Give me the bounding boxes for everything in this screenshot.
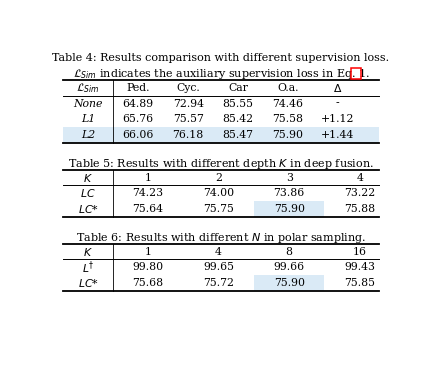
Text: L1: L1 bbox=[81, 114, 95, 124]
Text: 99.65: 99.65 bbox=[203, 262, 234, 272]
Text: 8: 8 bbox=[285, 247, 293, 256]
Text: Car: Car bbox=[228, 83, 248, 93]
Text: $LC$: $LC$ bbox=[80, 187, 96, 199]
Text: 75.90: 75.90 bbox=[273, 278, 305, 288]
Text: 16: 16 bbox=[353, 247, 367, 256]
Text: $\mathcal{L}_{Sim}$ indicates the auxiliary supervision loss in Eq. 1.: $\mathcal{L}_{Sim}$ indicates the auxili… bbox=[72, 67, 369, 81]
Text: None: None bbox=[73, 99, 103, 109]
Text: +1.44: +1.44 bbox=[321, 130, 354, 140]
Text: 64.89: 64.89 bbox=[122, 99, 153, 109]
Text: 75.90: 75.90 bbox=[273, 204, 305, 214]
Text: 3: 3 bbox=[285, 172, 293, 183]
Text: 85.47: 85.47 bbox=[223, 130, 253, 140]
Text: Table 6: Results with different $N$ in polar sampling.: Table 6: Results with different $N$ in p… bbox=[76, 231, 366, 245]
Text: 99.66: 99.66 bbox=[273, 262, 305, 272]
Text: 76.18: 76.18 bbox=[172, 130, 204, 140]
Text: 75.75: 75.75 bbox=[203, 204, 234, 214]
Text: 74.23: 74.23 bbox=[132, 188, 163, 198]
Text: 74.00: 74.00 bbox=[203, 188, 234, 198]
Text: -: - bbox=[336, 99, 339, 109]
Text: $\Delta$: $\Delta$ bbox=[333, 82, 342, 94]
Text: 75.90: 75.90 bbox=[272, 130, 303, 140]
Text: 75.85: 75.85 bbox=[344, 278, 375, 288]
Text: 4: 4 bbox=[357, 172, 363, 183]
Text: L2: L2 bbox=[81, 130, 95, 140]
Text: Ped.: Ped. bbox=[126, 83, 149, 93]
Text: Table 4: Results comparison with different supervision loss.: Table 4: Results comparison with differe… bbox=[53, 53, 389, 63]
Text: 1: 1 bbox=[144, 172, 152, 183]
Text: $K$: $K$ bbox=[83, 246, 93, 258]
Text: O.a.: O.a. bbox=[277, 83, 298, 93]
Text: 99.43: 99.43 bbox=[344, 262, 375, 272]
Text: 65.76: 65.76 bbox=[122, 114, 153, 124]
Text: 66.06: 66.06 bbox=[122, 130, 154, 140]
Text: 72.94: 72.94 bbox=[172, 99, 204, 109]
Text: Table 5: Results with different depth $K$ in deep fusion.: Table 5: Results with different depth $K… bbox=[68, 157, 374, 171]
Text: $L^{\dagger}$: $L^{\dagger}$ bbox=[82, 259, 94, 276]
Text: $LC$*: $LC$* bbox=[77, 277, 98, 289]
Bar bbox=[254, 275, 324, 291]
Text: 2: 2 bbox=[215, 172, 222, 183]
Text: Cyc.: Cyc. bbox=[176, 83, 200, 93]
Bar bbox=[63, 127, 378, 143]
Text: 75.68: 75.68 bbox=[132, 278, 163, 288]
Text: 75.88: 75.88 bbox=[344, 204, 375, 214]
Text: 4: 4 bbox=[215, 247, 222, 256]
Text: 75.58: 75.58 bbox=[272, 114, 303, 124]
Text: 73.22: 73.22 bbox=[344, 188, 375, 198]
Text: $K$: $K$ bbox=[83, 172, 93, 184]
Text: 73.86: 73.86 bbox=[273, 188, 305, 198]
Text: 75.72: 75.72 bbox=[203, 278, 234, 288]
Text: 85.42: 85.42 bbox=[223, 114, 253, 124]
Text: 74.46: 74.46 bbox=[272, 99, 303, 109]
Text: $LC$*: $LC$* bbox=[77, 203, 98, 215]
Text: 1: 1 bbox=[144, 247, 152, 256]
Text: 85.55: 85.55 bbox=[223, 99, 253, 109]
Text: +1.12: +1.12 bbox=[321, 114, 354, 124]
Text: 75.57: 75.57 bbox=[173, 114, 204, 124]
Text: 75.64: 75.64 bbox=[132, 204, 163, 214]
Bar bbox=[254, 201, 324, 217]
Text: 99.80: 99.80 bbox=[132, 262, 163, 272]
Text: $\mathcal{L}_{Sim}$: $\mathcal{L}_{Sim}$ bbox=[76, 81, 100, 95]
